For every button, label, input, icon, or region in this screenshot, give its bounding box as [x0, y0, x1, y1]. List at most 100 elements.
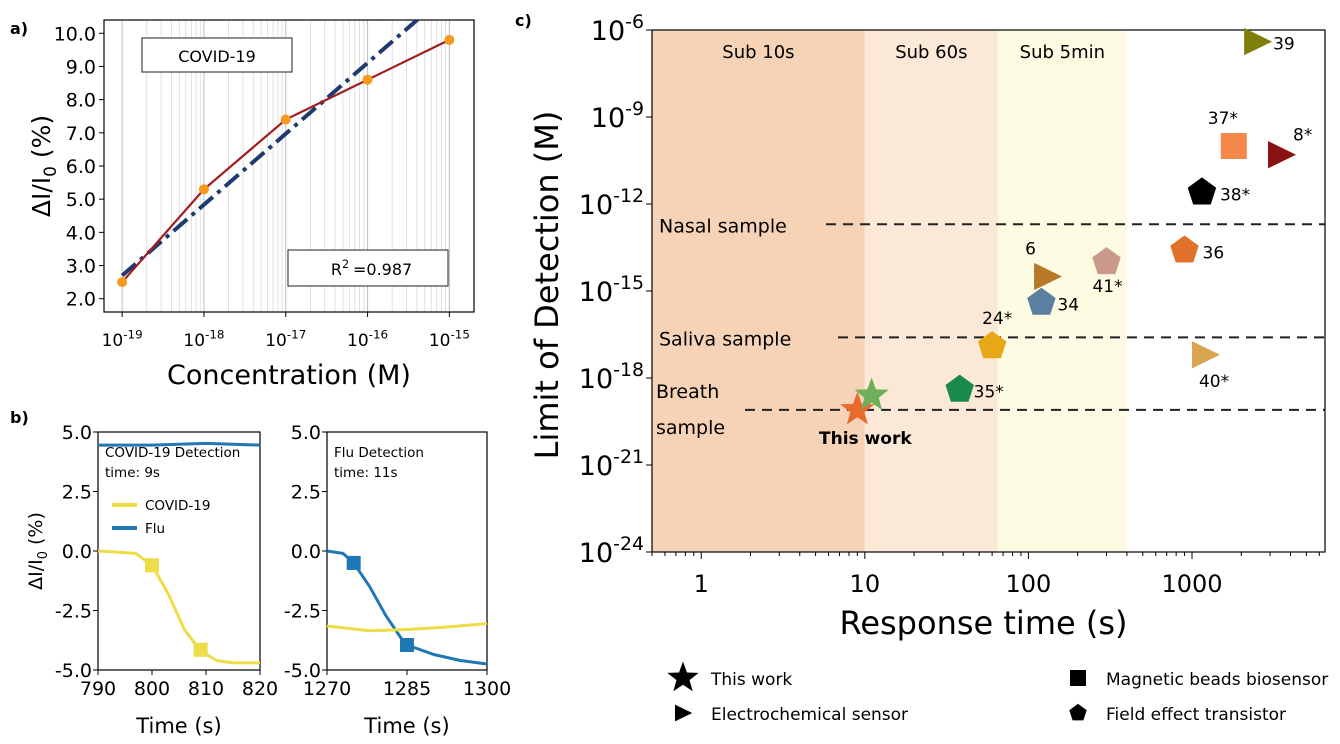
- data-point-label: 40*: [1199, 372, 1229, 392]
- this-work-marker: [840, 391, 875, 425]
- x-axis-label: Time (s): [135, 714, 221, 738]
- plot-frame: [97, 431, 261, 671]
- data-point: [280, 114, 291, 125]
- y-tick-label: 2.5: [291, 482, 321, 504]
- x-tick-label: 800: [134, 678, 170, 700]
- fit-line: [120, 20, 421, 278]
- y-tick-label: 5.0: [62, 422, 92, 444]
- chart-a-concentration: 2.0 3.0 4.0 5.0 6.0 7.0 8.0 9.0 10.0 10-19 10-18 10…: [27, 19, 475, 391]
- y-axis-label: Limit of Detection (M): [528, 111, 566, 460]
- region-label: Sub 60s: [895, 42, 967, 63]
- legend-flu-label: Flu: [145, 521, 165, 537]
- y-tick-label: -2.5: [284, 601, 321, 623]
- chart-c-lod-vs-response: Sub 10s Sub 60s Sub 5min Nasal sample Saliva…: [528, 11, 1326, 642]
- y-tick-label: 2.5: [62, 482, 92, 504]
- y-tick-label: 10-24: [579, 533, 644, 569]
- data-marker: [977, 331, 1007, 359]
- series-line-covid-19: [326, 622, 488, 633]
- y-tick-label: 10-6: [591, 11, 644, 47]
- x-axis-label: Concentration (M): [167, 360, 411, 391]
- y-tick-label: 10-9: [591, 98, 644, 134]
- y-tick-label: 10.0: [54, 23, 96, 45]
- data-marker: [1034, 262, 1063, 291]
- legend-label: This work: [710, 670, 792, 690]
- x-tick-label: 1000: [1161, 570, 1222, 598]
- y-tick-label: 5.0: [291, 422, 321, 444]
- panel-a-label: a): [10, 19, 28, 38]
- data-point-label: 36: [1203, 243, 1225, 263]
- data-marker: [1191, 341, 1220, 369]
- data-marker: [1220, 133, 1247, 159]
- region-label: Sub 5min: [1020, 42, 1105, 63]
- data-point: [198, 184, 209, 195]
- data-marker: [1092, 247, 1121, 275]
- region-bg: [997, 30, 1127, 552]
- y-tick-label: -5.0: [55, 660, 92, 682]
- x-tick-label: 1300: [463, 678, 511, 700]
- detection-annotation: time: 9s: [105, 465, 160, 481]
- y-tick-label: 4.0: [66, 222, 96, 244]
- y-tick-label: 7.0: [66, 123, 96, 145]
- x-tick-label: 10: [850, 570, 881, 598]
- data-point: [444, 34, 455, 45]
- y-tick-label: 5.0: [66, 189, 96, 211]
- legend-triangle-icon: [675, 704, 693, 722]
- x-tick-label: 790: [80, 678, 116, 700]
- data-point-label: 41*: [1092, 277, 1122, 297]
- data-point-label: 34: [1057, 296, 1079, 316]
- data-marker: [1187, 177, 1217, 205]
- x-tick-label: 820: [242, 678, 278, 700]
- x-tick-label: 1: [694, 570, 709, 598]
- data-marker: [1170, 235, 1199, 263]
- panel-b-label: b): [10, 408, 29, 427]
- detection-annotation: Flu Detection: [334, 445, 424, 461]
- r2-value: =0.987: [353, 260, 412, 279]
- legend-square-icon: [1070, 670, 1086, 686]
- data-point-label: 35*: [974, 383, 1004, 403]
- y-tick-label: 10-21: [579, 446, 644, 482]
- y-tick-label: 3.0: [66, 256, 96, 278]
- data-point-label: 6: [1025, 240, 1036, 260]
- reference-label: Saliva sample: [659, 328, 791, 350]
- x-tick-label: 10-16: [347, 327, 388, 351]
- chart-c-legend: This work Electrochemical sensor Magnetic …: [667, 661, 1328, 725]
- data-point-label: 24*: [982, 309, 1012, 329]
- x-axis-label: Time (s): [363, 714, 449, 738]
- covid-label: COVID-19: [178, 47, 256, 66]
- r2-label-prefix: R2: [331, 258, 349, 279]
- this-work-label: This work: [819, 429, 912, 449]
- legend-pentagon-icon: [1069, 703, 1087, 721]
- data-point-label: 8*: [1293, 126, 1312, 146]
- reference-label: Breath: [656, 381, 719, 403]
- y-tick-label: -2.5: [55, 601, 92, 623]
- legend-label: Field effect transistor: [1106, 705, 1286, 725]
- data-point: [117, 277, 128, 288]
- x-tick-label: 810: [188, 678, 224, 700]
- reference-label: sample: [656, 417, 725, 439]
- legend-label: Magnetic beads biosensor: [1106, 670, 1328, 690]
- panel-c-label: c): [515, 11, 532, 30]
- data-marker: [1244, 27, 1273, 56]
- y-tick-label: 0.0: [291, 541, 321, 563]
- legend-star-icon: [667, 661, 699, 692]
- reference-label: Nasal sample: [659, 215, 787, 237]
- region-label: Sub 10s: [722, 42, 794, 63]
- y-tick-label: 0.0: [62, 541, 92, 563]
- series-line-flu: [98, 441, 261, 447]
- x-axis-label: Response time (s): [840, 604, 1128, 642]
- covid-label-box: [141, 37, 293, 73]
- y-tick-label: 9.0: [66, 56, 96, 78]
- x-tick-label: 10-19: [102, 327, 143, 351]
- detection-annotation: COVID-19 Detection: [105, 445, 240, 461]
- this-work-marker: [854, 377, 889, 410]
- detection-marker: [400, 638, 414, 653]
- detection-marker: [346, 555, 361, 570]
- x-tick-label: 10-15: [429, 327, 470, 351]
- data-point-label: 39: [1273, 35, 1295, 55]
- y-tick-label: 6.0: [66, 156, 96, 178]
- region-bg: [652, 30, 865, 552]
- detection-marker: [145, 558, 159, 573]
